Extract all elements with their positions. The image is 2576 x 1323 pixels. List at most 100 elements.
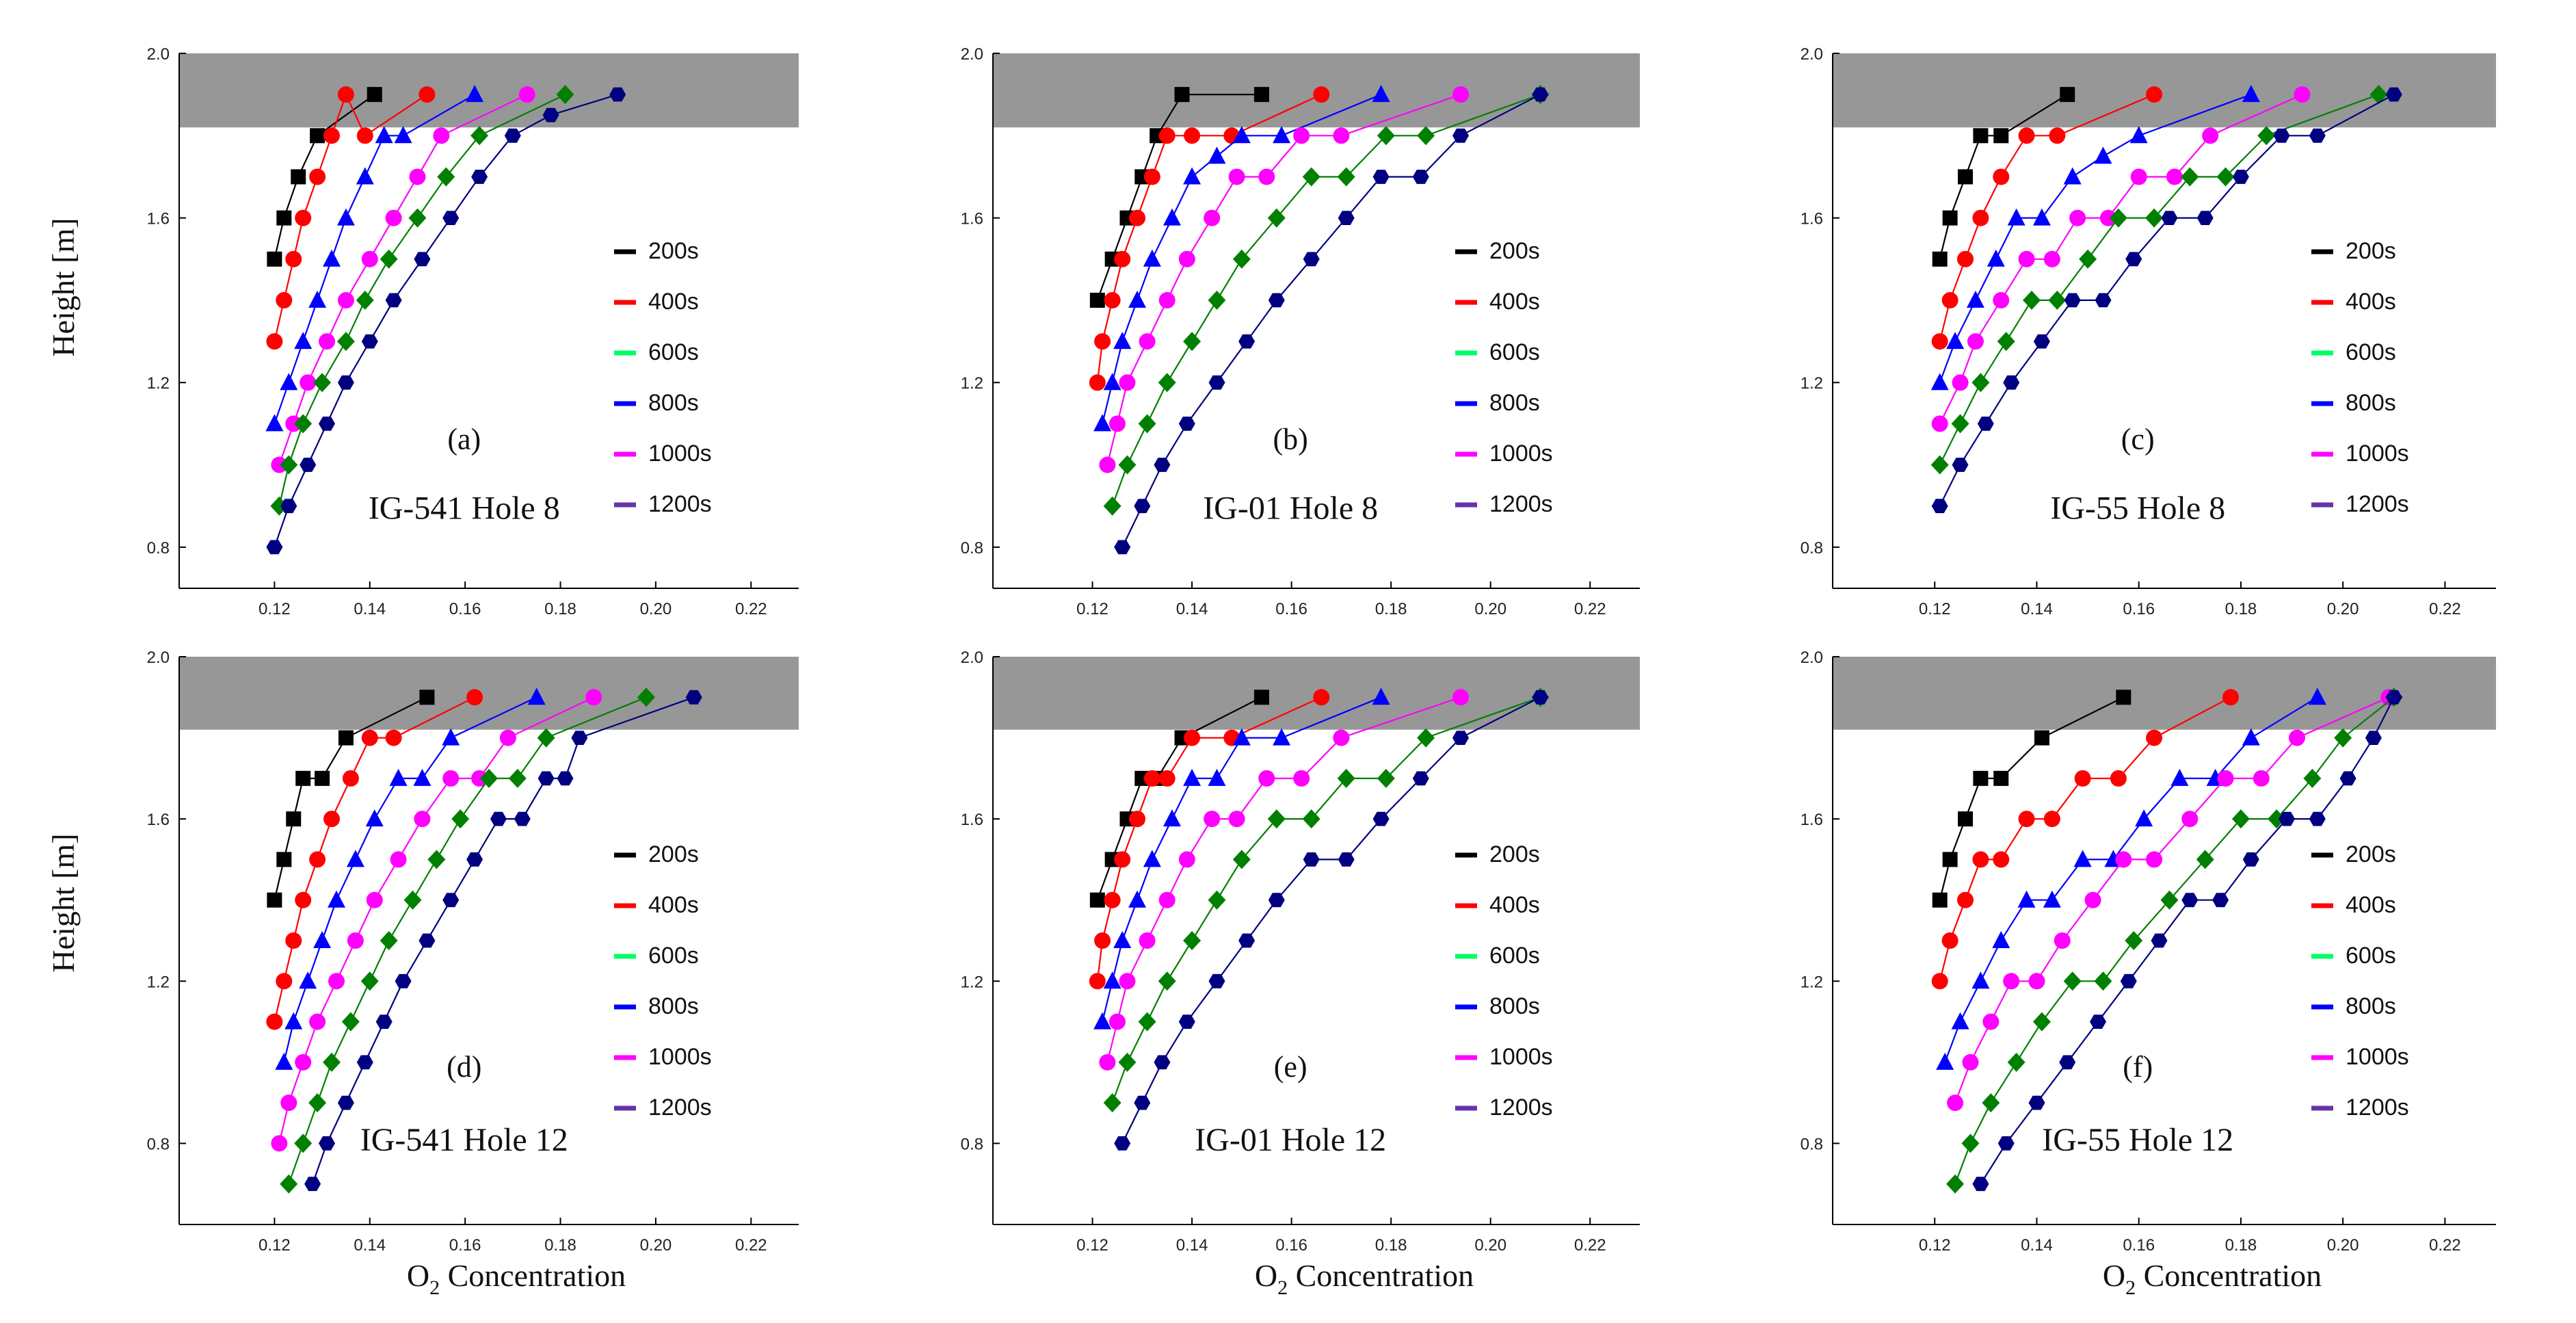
data-point: [375, 126, 393, 144]
x-tick-label: 0.22: [735, 1236, 767, 1255]
data-point: [1208, 375, 1225, 390]
data-point: [1973, 770, 1989, 786]
data-point: [1293, 770, 1310, 787]
data-point: [338, 730, 354, 746]
series-800s: [1936, 687, 2326, 1070]
data-point: [2216, 167, 2235, 187]
data-point: [295, 1053, 312, 1071]
plot-title: IG-541 Hole 8: [369, 490, 560, 526]
data-point: [1958, 169, 1973, 185]
data-point: [1338, 211, 1355, 225]
data-point: [1114, 851, 1131, 868]
data-point: [1253, 690, 1269, 705]
data-point: [2063, 971, 2082, 991]
data-point: [2268, 809, 2286, 829]
data-point: [2028, 1095, 2045, 1110]
x-tick-label: 0.22: [2429, 600, 2461, 618]
data-point: [1158, 971, 1176, 991]
chart-panel-f: 0.12 0.14 0.16 0.18 0.20 0.22 0.8 1.2 1.6 2.0 (f) I…: [1801, 649, 2496, 1255]
data-point: [380, 931, 398, 950]
y-tick-label: 1.2: [1801, 973, 1823, 991]
x-tick-label: 0.18: [544, 1236, 576, 1255]
data-point: [285, 250, 302, 267]
data-point: [2032, 1012, 2051, 1032]
data-point: [2003, 973, 2020, 990]
data-point: [1957, 250, 1974, 267]
data-point: [286, 811, 302, 827]
legend-label: 1000s: [1489, 441, 1553, 467]
data-point: [2125, 252, 2142, 267]
data-point: [2289, 729, 2305, 746]
data-point: [300, 458, 317, 472]
data-point: [1138, 1012, 1156, 1032]
data-point: [323, 1052, 341, 1072]
data-point: [308, 1093, 327, 1113]
data-point: [2309, 811, 2326, 826]
data-point: [2120, 973, 2137, 988]
series-1000s: [271, 689, 602, 1152]
data-point: [518, 86, 535, 103]
legend-label: 600s: [1489, 339, 1540, 365]
legend-item-600s: 600s: [2311, 339, 2396, 365]
chart-panel-e: 0.12 0.14 0.16 0.18 0.20 0.22 0.8 1.2 1.6 2.0 (e) I…: [961, 649, 1640, 1255]
legend-item-600s: 600s: [614, 339, 699, 365]
data-point: [304, 1177, 321, 1192]
data-point: [337, 375, 354, 390]
data-point: [2196, 211, 2214, 225]
series-line: [1121, 696, 1541, 1144]
data-point: [2018, 250, 2035, 267]
x-tick-label: 0.16: [449, 1236, 481, 1255]
data-point: [389, 768, 408, 786]
data-point: [2309, 128, 2326, 143]
data-point: [365, 809, 384, 827]
x-axis-label-sub: 2: [2125, 1276, 2136, 1299]
x-tick-label: 0.20: [640, 1236, 672, 1255]
series-1200s: [304, 690, 702, 1192]
data-point: [1338, 852, 1355, 867]
x-tick-label: 0.22: [1574, 1236, 1606, 1255]
x-tick-label: 0.20: [2327, 600, 2359, 618]
data-point: [308, 290, 327, 308]
series-line: [1111, 696, 1541, 1103]
data-point: [542, 107, 559, 122]
data-point: [2181, 167, 2199, 187]
x-axis-label-c: O2 Concentration: [2103, 1258, 2322, 1299]
data-point: [337, 291, 354, 309]
series-line: [1121, 94, 1541, 548]
legend-item-800s: 800s: [614, 993, 699, 1019]
series-line: [1939, 696, 2231, 982]
data-point: [490, 811, 507, 826]
panels-group: 0.12 0.14 0.16 0.18 0.20 0.22 0.8 1.2 1.6 2.0 (a) I…: [147, 45, 2496, 1255]
data-point: [2151, 933, 2168, 948]
data-point: [2115, 851, 2132, 868]
data-point: [1238, 334, 1256, 349]
data-point: [527, 687, 546, 705]
data-point: [375, 1014, 393, 1029]
data-point: [1253, 87, 1269, 103]
data-point: [1108, 415, 1126, 432]
data-point: [2212, 893, 2229, 908]
data-point: [299, 971, 317, 989]
data-point: [2116, 690, 2132, 705]
y-tick-label: 0.8: [1801, 539, 1823, 558]
y-tick-label: 0.8: [147, 1135, 170, 1153]
data-point: [267, 892, 282, 908]
data-point: [342, 770, 359, 787]
series-600s: [280, 687, 655, 1194]
series-400s: [266, 689, 483, 1030]
legend-item-1000s: 1000s: [2311, 441, 2409, 467]
data-point: [356, 290, 374, 310]
legend-item-1200s: 1200s: [1455, 1095, 1553, 1121]
legend-item-1000s: 1000s: [614, 441, 712, 467]
data-point: [466, 689, 483, 706]
y-tick-label: 2.0: [1801, 45, 1823, 64]
data-point: [2385, 690, 2402, 705]
x-tick-label: 0.12: [1076, 1236, 1108, 1255]
data-point: [1158, 127, 1176, 144]
panel-label: (e): [1274, 1050, 1307, 1084]
data-point: [1977, 417, 1994, 431]
data-point: [471, 170, 488, 184]
data-point: [275, 1052, 293, 1070]
chart-panel-c: 0.12 0.14 0.16 0.18 0.20 0.22 0.8 1.2 1.6 2.0 (c) I…: [1801, 45, 2496, 618]
data-point: [1267, 809, 1286, 829]
